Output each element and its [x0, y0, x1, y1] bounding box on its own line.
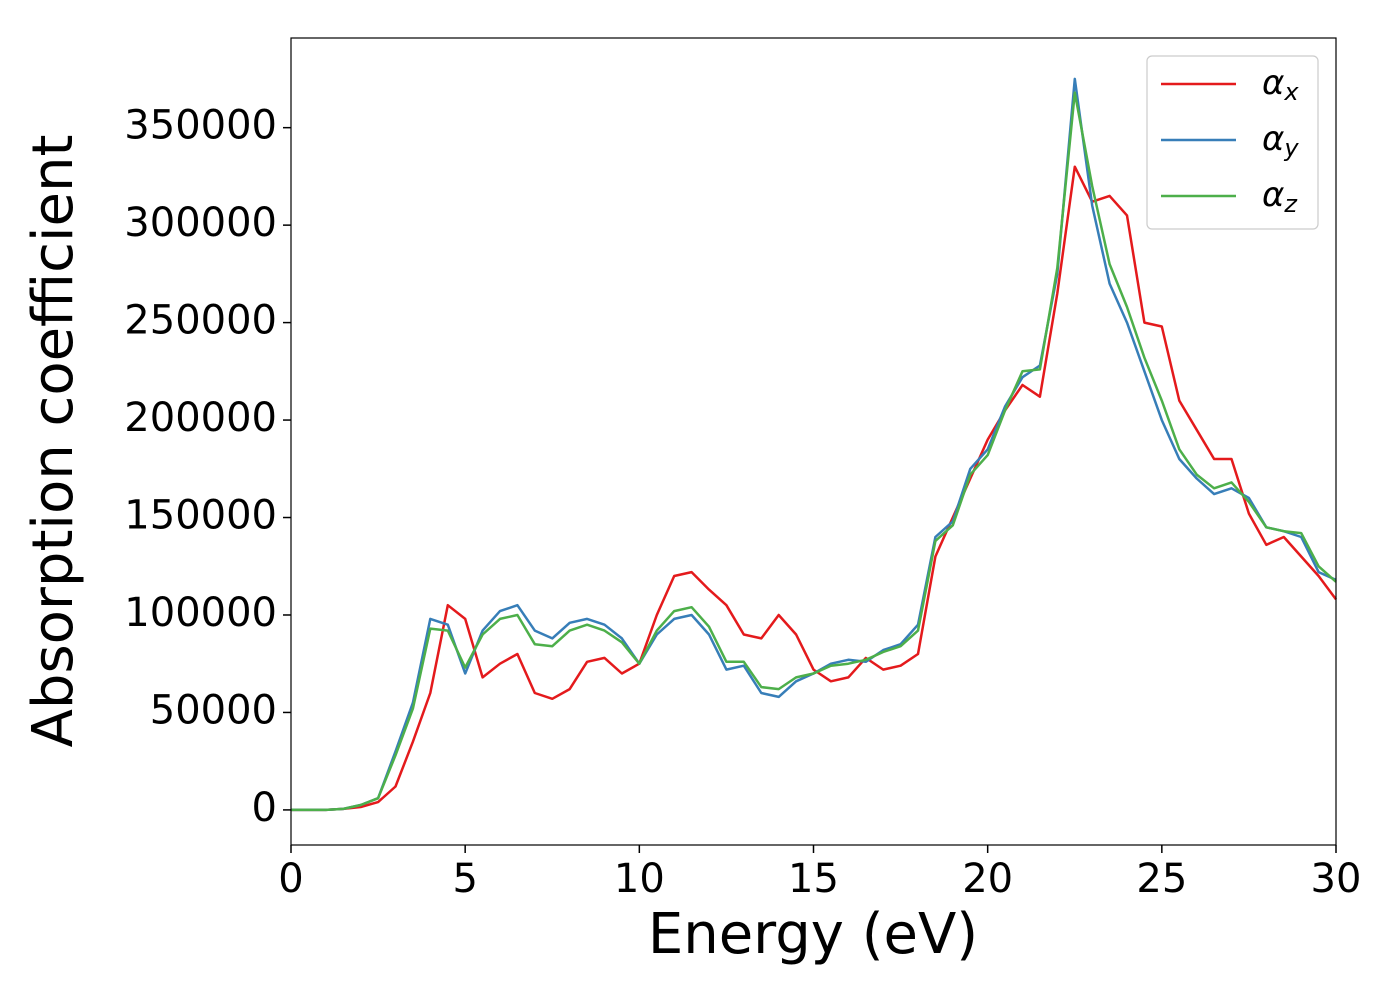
legend-label: αy	[1262, 119, 1299, 163]
x-tick-label: 5	[452, 856, 477, 902]
x-tick-label: 25	[1136, 856, 1187, 902]
plot-frame	[290, 37, 1337, 846]
x-axis-label: Energy (eV)	[648, 902, 978, 967]
legend-label: αz	[1262, 175, 1298, 219]
data-line	[291, 165, 1338, 812]
y-tick-label: 0	[252, 785, 277, 831]
y-axis-label: Absorption coefficient	[21, 135, 86, 748]
x-tick-label: 30	[1311, 856, 1362, 902]
y-tick-label: 300000	[124, 200, 277, 246]
x-tick-label: 10	[614, 856, 665, 902]
data-line	[291, 91, 1337, 812]
x-tick-label: 0	[278, 856, 303, 902]
legend-label: αx	[1262, 63, 1299, 107]
y-tick-label: 50000	[150, 687, 277, 733]
x-tick-label: 15	[788, 856, 839, 902]
y-tick-label: 100000	[124, 590, 277, 636]
legend-box	[1146, 55, 1319, 230]
y-tick-label: 350000	[124, 103, 277, 149]
x-tick-label: 20	[962, 856, 1013, 902]
y-tick-label: 250000	[124, 298, 277, 344]
y-tick-label: 200000	[124, 395, 277, 441]
y-tick-label: 150000	[124, 493, 277, 539]
